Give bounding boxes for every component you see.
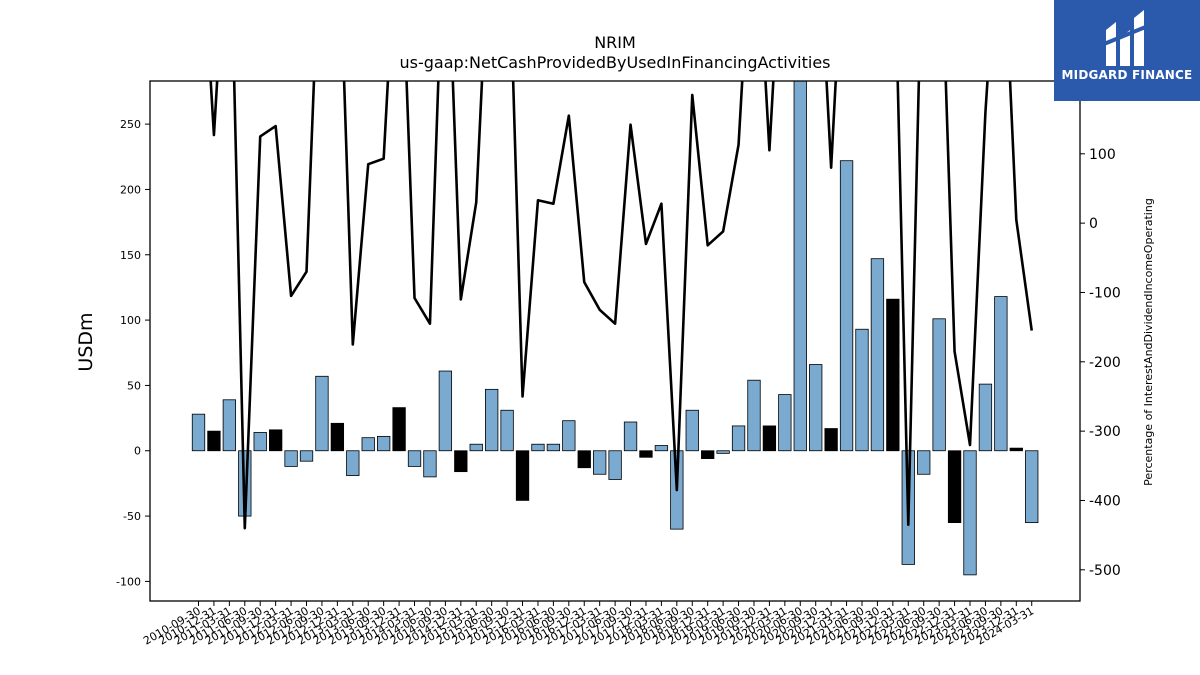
bar-2016-03-31 bbox=[531, 443, 545, 452]
bar-2023-06-30 bbox=[978, 383, 993, 452]
bars-group bbox=[191, 81, 1039, 576]
bar-2023-12-31 bbox=[1009, 447, 1023, 452]
bar-2020-03-31 bbox=[778, 394, 792, 452]
bar-2015-12-31 bbox=[515, 450, 530, 501]
y2-tick-label: -200 bbox=[1089, 355, 1121, 371]
bar-2019-12-31 bbox=[762, 425, 777, 452]
bar-2021-03-31 bbox=[839, 160, 854, 452]
chart-title: NRIM bbox=[594, 33, 636, 52]
y2-tick-label: 100 bbox=[1089, 147, 1116, 163]
line-group bbox=[209, 81, 1034, 530]
y2-tick-label: 0 bbox=[1089, 216, 1098, 232]
y2-axis-label: Percentage of InterestAndDividendIncomeO… bbox=[1142, 198, 1155, 486]
bar-2020-09-30 bbox=[809, 364, 823, 452]
bar-2022-12-31 bbox=[947, 450, 962, 524]
bar-2024-03-31 bbox=[1025, 450, 1039, 524]
bar-2010-09-30 bbox=[191, 413, 206, 452]
axes-group: -100-50050100150200250-500-400-300-200-1… bbox=[116, 80, 1121, 648]
bar-2014-06-30 bbox=[423, 450, 437, 478]
bar-2017-03-31 bbox=[593, 450, 607, 475]
bar-2020-12-31 bbox=[824, 428, 838, 452]
bar-2012-12-31 bbox=[330, 422, 345, 452]
bar-2017-06-30 bbox=[608, 450, 622, 480]
bar-2012-03-31 bbox=[284, 450, 298, 467]
percentage-line bbox=[209, 81, 1034, 530]
bar-2015-06-30 bbox=[485, 388, 499, 452]
bar-2014-12-31 bbox=[454, 450, 468, 473]
bar-2014-03-31 bbox=[407, 450, 422, 467]
y2-tick-label: -300 bbox=[1089, 424, 1121, 440]
bar-2016-06-30 bbox=[546, 443, 561, 452]
y-tick-label: 100 bbox=[120, 314, 141, 327]
bar-2021-12-31 bbox=[886, 298, 900, 452]
bar-2011-12-31 bbox=[268, 429, 283, 452]
y2-tick-label: -500 bbox=[1089, 563, 1121, 579]
y-tick-label: -50 bbox=[123, 510, 141, 523]
y-tick-label: 0 bbox=[134, 445, 141, 458]
bar-2021-09-30 bbox=[870, 258, 885, 452]
bar-2016-09-30 bbox=[562, 420, 576, 452]
bar-2012-06-30 bbox=[299, 450, 314, 462]
bar-2014-09-30 bbox=[438, 370, 453, 452]
bar-2019-09-30 bbox=[747, 379, 761, 452]
bar-2021-06-30 bbox=[855, 328, 869, 452]
bar-2018-09-30 bbox=[685, 409, 699, 452]
bar-2016-12-31 bbox=[577, 450, 591, 469]
bar-2023-03-31 bbox=[963, 450, 977, 576]
bar-2018-12-31 bbox=[701, 450, 715, 459]
bar-2013-12-31 bbox=[392, 407, 406, 452]
y-tick-label: -100 bbox=[116, 575, 141, 588]
bar-2011-03-31 bbox=[222, 399, 237, 452]
bar-2017-09-30 bbox=[623, 421, 638, 452]
bar-2011-09-30 bbox=[253, 432, 267, 452]
bar-2022-09-30 bbox=[932, 318, 946, 452]
bar-2010-12-31 bbox=[207, 430, 221, 452]
bar-2015-09-30 bbox=[500, 409, 514, 452]
chart-subtitle: us-gaap:NetCashProvidedByUsedInFinancing… bbox=[399, 53, 830, 72]
y2-tick-label: -400 bbox=[1089, 493, 1121, 509]
bar-2020-06-30 bbox=[793, 81, 807, 452]
y-tick-label: 50 bbox=[127, 379, 141, 392]
y-tick-label: 200 bbox=[120, 183, 141, 196]
bar-2013-06-30 bbox=[361, 437, 375, 452]
y-tick-label: 250 bbox=[120, 118, 141, 131]
bar-2012-09-30 bbox=[315, 375, 329, 452]
bar-2017-12-31 bbox=[639, 450, 653, 458]
y-tick-label: 150 bbox=[120, 249, 141, 262]
logo-mark-icon bbox=[1103, 10, 1149, 66]
brand-name: MIDGARD FINANCE bbox=[1061, 68, 1193, 82]
brand-logo: MIDGARD FINANCE bbox=[1054, 0, 1200, 101]
bar-2015-03-31 bbox=[469, 443, 483, 452]
bar-2019-06-30 bbox=[731, 425, 746, 452]
y-axis-label: USDm bbox=[75, 312, 97, 371]
bar-2022-06-30 bbox=[917, 450, 931, 475]
y2-tick-label: -100 bbox=[1089, 285, 1121, 301]
bar-2013-09-30 bbox=[377, 435, 391, 452]
bar-2023-09-30 bbox=[994, 296, 1008, 452]
bar-2018-03-31 bbox=[654, 445, 669, 452]
bar-2019-03-31 bbox=[716, 450, 730, 454]
bar-2013-03-31 bbox=[346, 450, 360, 476]
